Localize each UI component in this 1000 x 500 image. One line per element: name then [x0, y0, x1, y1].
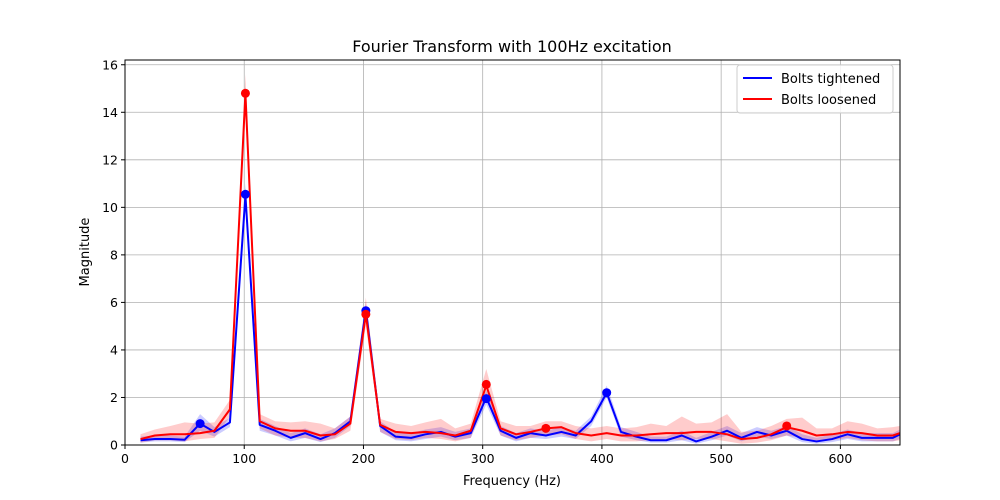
peak-marker-tightened [602, 388, 612, 398]
y-tick-label: 2 [110, 390, 118, 405]
peak-marker-loosened [481, 379, 491, 389]
peak-markers [195, 88, 792, 433]
peak-marker-tightened [240, 189, 250, 199]
series-lines [140, 92, 901, 443]
legend-label-loosened: Bolts loosened [781, 93, 876, 108]
peak-marker-tightened [481, 394, 491, 404]
y-tick-label: 4 [110, 342, 118, 357]
peak-marker-loosened [541, 423, 551, 433]
line-tightened [140, 194, 901, 443]
y-tick-label: 16 [102, 57, 118, 72]
y-axis-label: Magnitude [78, 218, 93, 287]
x-tick-label: 0 [121, 451, 129, 466]
peak-marker-loosened [782, 421, 792, 431]
legend: Bolts tightened Bolts loosened [736, 64, 894, 114]
x-tick-label: 200 [352, 451, 376, 466]
plot-frame [124, 59, 901, 446]
y-tick-label: 0 [110, 438, 118, 453]
legend-box [736, 64, 894, 114]
x-tick-label: 500 [709, 451, 733, 466]
confidence-bands [140, 74, 900, 444]
y-tick-label: 6 [110, 295, 118, 310]
peak-marker-loosened [240, 88, 250, 98]
peak-marker-tightened [195, 419, 205, 429]
x-tick-label: 600 [828, 451, 852, 466]
y-tick-label: 14 [102, 105, 118, 120]
band-loosened [140, 74, 900, 444]
peak-marker-loosened [361, 309, 371, 319]
x-tick-label: 400 [590, 451, 614, 466]
y-tick-label: 8 [110, 247, 118, 262]
x-tick-label: 300 [471, 451, 495, 466]
chart-title: Fourier Transform with 100Hz excitation [352, 37, 672, 56]
y-tick-label: 10 [102, 200, 118, 215]
x-axis-label: Frequency (Hz) [463, 474, 561, 489]
line-loosened [140, 92, 901, 441]
y-tick-label: 12 [102, 152, 118, 167]
y-axis-ticks: 0 2 4 6 8 10 12 14 16 [102, 57, 125, 453]
x-axis-ticks: 0 100 200 300 400 500 600 [121, 445, 852, 466]
legend-label-tightened: Bolts tightened [781, 72, 880, 87]
x-tick-label: 100 [232, 451, 256, 466]
